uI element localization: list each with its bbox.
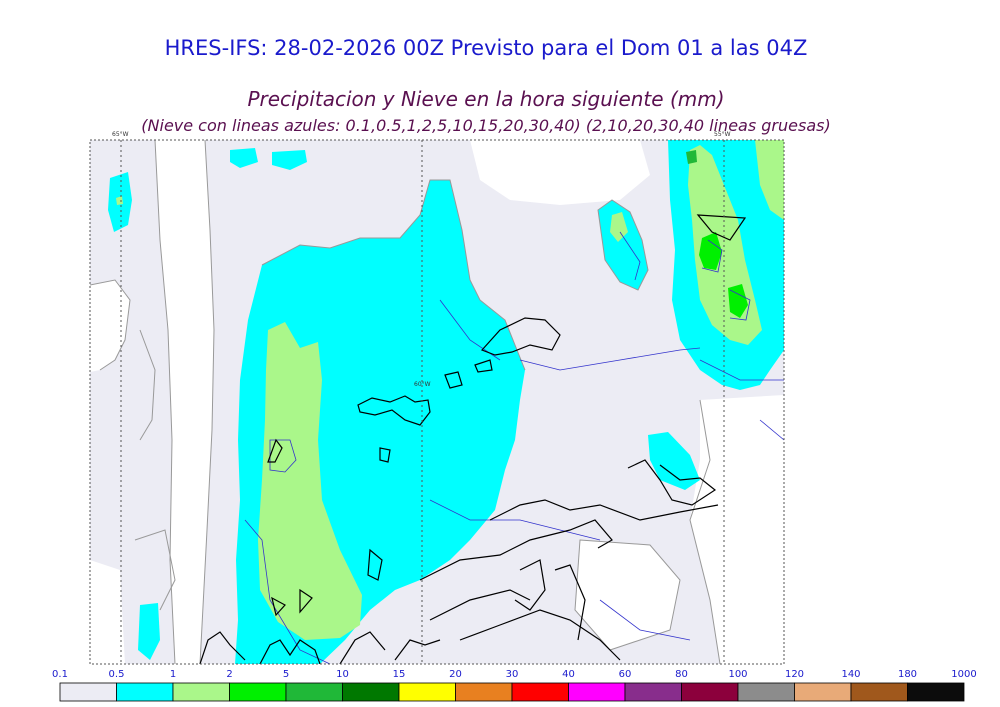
precipitation-field xyxy=(90,140,784,664)
snow-lines-note: (Nieve con lineas azules: 0.1,0.5,1,2,5,… xyxy=(141,116,831,135)
colorbar-tick-label: 15 xyxy=(393,669,406,680)
precip-2-area xyxy=(728,284,748,318)
colorbar-swatch xyxy=(511,682,569,702)
precip-5-area xyxy=(686,150,697,164)
precip-2-area xyxy=(699,232,722,270)
precip-1-area xyxy=(610,212,628,242)
colorbar-swatch xyxy=(624,682,682,702)
colorbar-swatch xyxy=(285,682,343,702)
coastlines xyxy=(199,214,747,664)
colorbar-tick-label: 0.1 xyxy=(52,669,68,680)
map-title: HRES-IFS: 28-02-2026 00Z Previsto para e… xyxy=(164,36,808,60)
map-frame xyxy=(89,139,785,665)
colorbar-tick-label: 10 xyxy=(336,669,349,680)
colorbar-tick-label: 20 xyxy=(449,669,462,680)
colorbar-swatch xyxy=(229,682,287,702)
colorbar-swatch xyxy=(398,682,456,702)
colorbar-swatch xyxy=(737,682,795,702)
lon-label-60w: 60°W xyxy=(414,381,431,388)
colorbar-swatch xyxy=(59,682,117,702)
colorbar-tick-label: 120 xyxy=(785,669,804,680)
precip-0.5-area xyxy=(272,150,307,170)
colorbar-tick-label: 2 xyxy=(226,669,232,680)
precip-0.5-area xyxy=(648,432,700,490)
precip-1-area xyxy=(116,196,123,205)
colorbar-tick-label: 1 xyxy=(170,669,176,680)
colorbar-tick-label: 40 xyxy=(562,669,575,680)
colorbar-tick-label: 140 xyxy=(841,669,860,680)
colorbar-swatch xyxy=(172,682,230,702)
colorbar-swatch xyxy=(455,682,513,702)
map-subtitle: Precipitacion y Nieve en la hora siguien… xyxy=(247,87,725,111)
precip-contours xyxy=(90,140,721,664)
colorbar-swatch xyxy=(568,682,626,702)
dry-area xyxy=(470,140,650,205)
lon-label-65w: 65°W xyxy=(112,131,129,138)
dry-area xyxy=(90,560,125,664)
dry-area xyxy=(575,540,680,650)
longitude-lines xyxy=(120,140,725,664)
colorbar-swatch xyxy=(342,682,400,702)
colorbar-swatch xyxy=(794,682,852,702)
precip-1-area xyxy=(755,140,784,220)
colorbar-tick-label: 1000 xyxy=(951,669,976,680)
colorbar-tick-label: 0.5 xyxy=(109,669,125,680)
colorbar-tick-label: 30 xyxy=(506,669,519,680)
colorbar-swatch xyxy=(907,682,965,702)
colorbar-swatch xyxy=(850,682,908,702)
precip-0.5-area xyxy=(230,148,258,168)
colorbar-swatch xyxy=(681,682,739,702)
snow-lines xyxy=(244,231,784,664)
colorbar-tick-label: 60 xyxy=(619,669,632,680)
dry-area xyxy=(690,395,784,664)
colorbar-swatch xyxy=(116,682,174,702)
lon-label-55w: 55°W xyxy=(714,131,731,138)
precip-0.5-area xyxy=(138,603,160,660)
dry-area xyxy=(155,140,214,664)
colorbar-tick-label: 100 xyxy=(728,669,747,680)
colorbar-tick-label: 5 xyxy=(283,669,289,680)
colorbar-tick-label: 80 xyxy=(675,669,688,680)
precip-1-area xyxy=(258,322,362,640)
colorbar: 0.1 0.5 1 2 5 10 15 20 30 40 60 80 100 120 140 180 1000 xyxy=(52,669,977,702)
colorbar-tick-label: 180 xyxy=(898,669,917,680)
